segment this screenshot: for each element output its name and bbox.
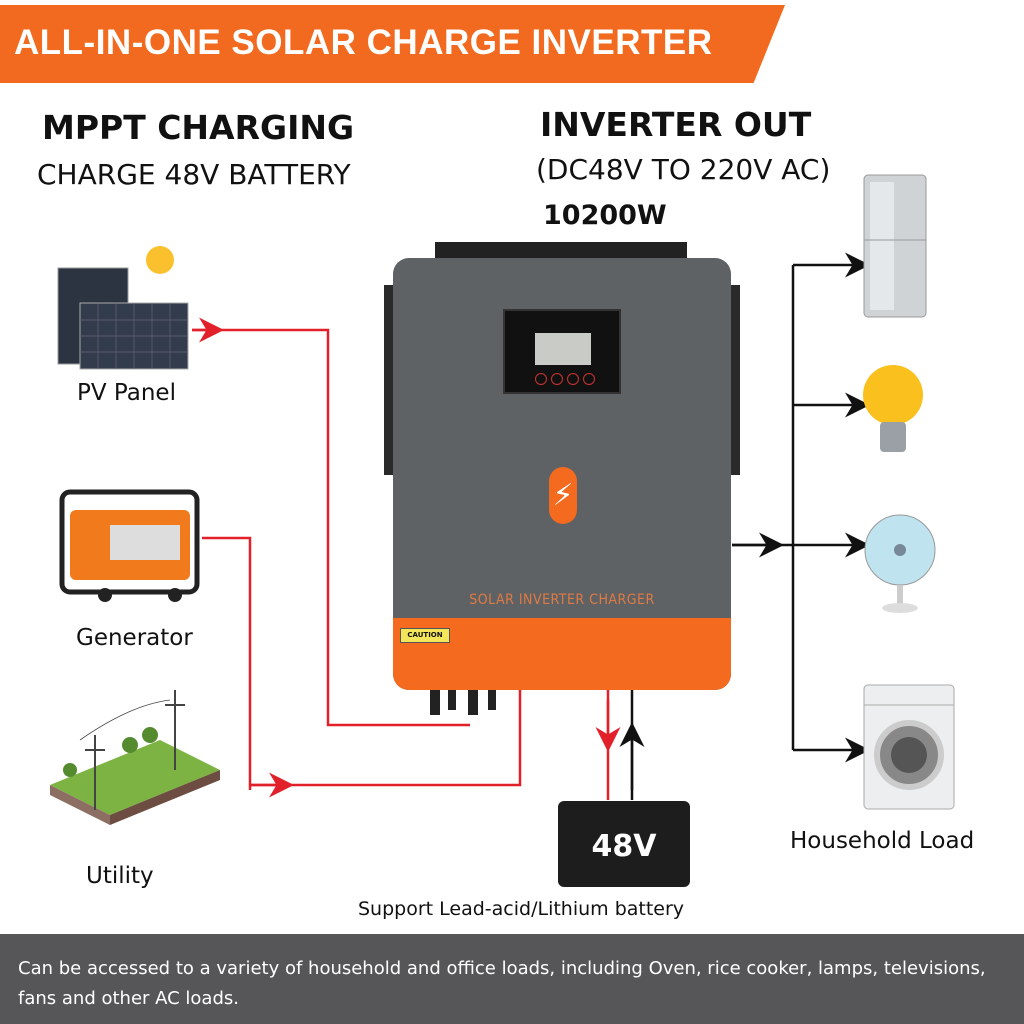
pv-panel-label: PV Panel	[77, 380, 176, 406]
lcd-display	[503, 309, 621, 394]
wiring-diagram	[50, 174, 955, 825]
refrigerator-icon	[863, 174, 927, 318]
utility-wire	[250, 690, 522, 787]
generator-wire	[202, 536, 252, 790]
washing-machine-icon	[863, 684, 955, 810]
solar-panel-icon	[57, 246, 189, 370]
down-button[interactable]	[567, 373, 579, 385]
pv-connectors	[430, 690, 496, 715]
esc-button[interactable]	[535, 373, 547, 385]
mounting-bracket	[435, 242, 687, 262]
household-load-label: Household Load	[790, 828, 975, 854]
inverter-label: SOLAR INVERTER CHARGER	[469, 592, 655, 608]
generator-icon	[59, 489, 200, 602]
up-button[interactable]	[551, 373, 563, 385]
lcd-screen	[535, 333, 591, 365]
battery-caption: Support Lead-acid/Lithium battery	[358, 898, 685, 920]
caution-label: CAUTION	[400, 628, 450, 643]
pv-wire	[192, 328, 470, 727]
mppt-heading: MPPT CHARGING	[42, 108, 355, 147]
generator-label: Generator	[76, 625, 193, 651]
battery-icon: 48V	[558, 801, 690, 887]
lightning-bolt-icon: ⚡	[549, 467, 577, 524]
banner-title: ALL-IN-ONE SOLAR CHARGE INVERTER	[14, 23, 713, 62]
inverter-out-heading: INVERTER OUT	[540, 105, 812, 144]
mppt-subheading: CHARGE 48V BATTERY	[37, 158, 351, 191]
battery-voltage: 48V	[591, 829, 657, 864]
power-rating: 10200W	[543, 200, 667, 231]
footer-text: Can be accessed to a variety of househol…	[18, 958, 986, 1009]
inverter-out-subheading: (DC48V TO 220V AC)	[536, 153, 831, 186]
title-banner: ALL-IN-ONE SOLAR CHARGE INVERTER	[0, 5, 785, 83]
light-bulb-icon	[863, 365, 923, 452]
sun-icon	[146, 246, 174, 274]
power-grid-icon	[50, 690, 220, 825]
enter-button[interactable]	[583, 373, 595, 385]
fan-icon	[864, 514, 936, 613]
footer-note: Can be accessed to a variety of househol…	[0, 934, 1024, 1024]
utility-label: Utility	[86, 863, 154, 889]
